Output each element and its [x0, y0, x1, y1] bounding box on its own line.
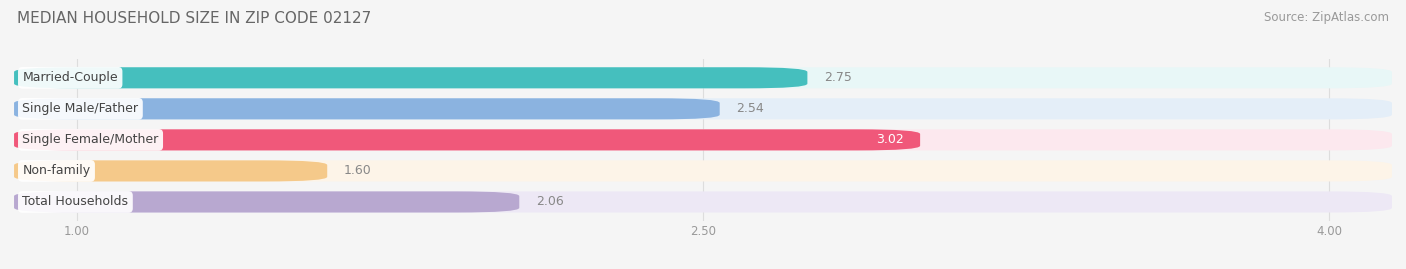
Text: Total Households: Total Households	[22, 196, 128, 208]
FancyBboxPatch shape	[14, 129, 920, 150]
Text: 2.54: 2.54	[737, 102, 763, 115]
FancyBboxPatch shape	[14, 67, 1392, 88]
FancyBboxPatch shape	[14, 67, 807, 88]
Text: Source: ZipAtlas.com: Source: ZipAtlas.com	[1264, 11, 1389, 24]
FancyBboxPatch shape	[14, 129, 1392, 150]
Text: 2.06: 2.06	[536, 196, 564, 208]
Text: Single Male/Father: Single Male/Father	[22, 102, 138, 115]
Text: 1.60: 1.60	[344, 164, 371, 178]
Text: 3.02: 3.02	[876, 133, 904, 146]
Text: Non-family: Non-family	[22, 164, 90, 178]
Text: Single Female/Mother: Single Female/Mother	[22, 133, 159, 146]
FancyBboxPatch shape	[14, 98, 720, 119]
FancyBboxPatch shape	[14, 192, 519, 213]
FancyBboxPatch shape	[14, 192, 1392, 213]
FancyBboxPatch shape	[14, 98, 1392, 119]
FancyBboxPatch shape	[14, 160, 1392, 182]
Text: Married-Couple: Married-Couple	[22, 71, 118, 84]
Text: MEDIAN HOUSEHOLD SIZE IN ZIP CODE 02127: MEDIAN HOUSEHOLD SIZE IN ZIP CODE 02127	[17, 11, 371, 26]
Text: 2.75: 2.75	[824, 71, 852, 84]
FancyBboxPatch shape	[14, 160, 328, 182]
